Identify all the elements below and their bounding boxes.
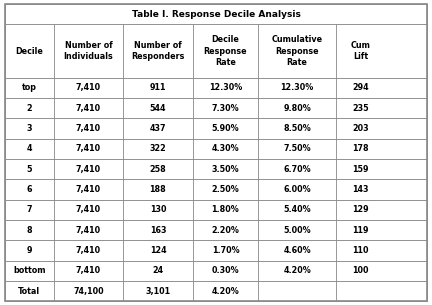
Text: 0.30%: 0.30% xyxy=(212,266,239,275)
Text: 235: 235 xyxy=(352,104,369,113)
Bar xyxy=(5,220,427,240)
Text: 24: 24 xyxy=(152,266,164,275)
Bar xyxy=(5,200,427,220)
Text: top: top xyxy=(22,84,37,92)
Text: 1.70%: 1.70% xyxy=(212,246,239,255)
Text: Table I. Response Decile Analysis: Table I. Response Decile Analysis xyxy=(132,9,300,19)
Text: 129: 129 xyxy=(352,205,369,214)
Text: 5.00%: 5.00% xyxy=(283,226,311,235)
Text: Decile
Response
Rate: Decile Response Rate xyxy=(203,35,247,67)
Text: 203: 203 xyxy=(352,124,369,133)
Text: 3: 3 xyxy=(27,124,32,133)
Text: 7,410: 7,410 xyxy=(76,124,101,133)
Text: 7,410: 7,410 xyxy=(76,144,101,153)
Text: 7,410: 7,410 xyxy=(76,266,101,275)
Text: 7,410: 7,410 xyxy=(76,226,101,235)
Text: Total: Total xyxy=(19,287,41,296)
Bar xyxy=(5,118,427,139)
Text: 124: 124 xyxy=(150,246,166,255)
Bar xyxy=(5,179,427,200)
Text: Cumulative
Response
Rate: Cumulative Response Rate xyxy=(272,35,323,67)
Text: 5: 5 xyxy=(27,165,32,174)
Text: 188: 188 xyxy=(149,185,166,194)
Text: Decile: Decile xyxy=(16,47,43,56)
Bar xyxy=(5,4,427,24)
Text: 1.80%: 1.80% xyxy=(212,205,239,214)
Text: bottom: bottom xyxy=(13,266,46,275)
Bar xyxy=(5,240,427,261)
Text: 7,410: 7,410 xyxy=(76,205,101,214)
Bar xyxy=(5,281,427,301)
Text: 7.50%: 7.50% xyxy=(283,144,311,153)
Text: Cum
Lift: Cum Lift xyxy=(350,41,370,61)
Text: 258: 258 xyxy=(149,165,166,174)
Bar xyxy=(5,261,427,281)
Text: 163: 163 xyxy=(150,226,166,235)
Bar xyxy=(5,98,427,118)
Text: Number of
Individuals: Number of Individuals xyxy=(64,41,113,61)
Text: 12.30%: 12.30% xyxy=(280,84,314,92)
Text: 130: 130 xyxy=(150,205,166,214)
Text: 5.90%: 5.90% xyxy=(212,124,239,133)
Text: 110: 110 xyxy=(352,246,368,255)
Text: 143: 143 xyxy=(352,185,368,194)
Text: 12.30%: 12.30% xyxy=(209,84,242,92)
Text: 544: 544 xyxy=(150,104,166,113)
Text: 100: 100 xyxy=(352,266,368,275)
Text: 7,410: 7,410 xyxy=(76,185,101,194)
Text: 437: 437 xyxy=(150,124,166,133)
Text: 4.20%: 4.20% xyxy=(212,287,239,296)
Text: 4.60%: 4.60% xyxy=(283,246,311,255)
Text: 294: 294 xyxy=(352,84,369,92)
Text: 159: 159 xyxy=(352,165,368,174)
Text: 178: 178 xyxy=(352,144,369,153)
Text: 6.70%: 6.70% xyxy=(283,165,311,174)
Text: 4: 4 xyxy=(27,144,32,153)
Text: Number of
Responders: Number of Responders xyxy=(131,41,185,61)
Bar xyxy=(5,139,427,159)
Bar xyxy=(5,24,427,78)
Text: 4.20%: 4.20% xyxy=(283,266,311,275)
Text: 7,410: 7,410 xyxy=(76,246,101,255)
Text: 6: 6 xyxy=(27,185,32,194)
Text: 7.30%: 7.30% xyxy=(212,104,239,113)
Text: 9: 9 xyxy=(27,246,32,255)
Text: 9.80%: 9.80% xyxy=(283,104,311,113)
Bar xyxy=(5,159,427,179)
Text: 3,101: 3,101 xyxy=(146,287,171,296)
Text: 2: 2 xyxy=(27,104,32,113)
Text: 8.50%: 8.50% xyxy=(283,124,311,133)
Text: 119: 119 xyxy=(352,226,368,235)
Text: 911: 911 xyxy=(150,84,166,92)
Text: 6.00%: 6.00% xyxy=(283,185,311,194)
Text: 5.40%: 5.40% xyxy=(283,205,311,214)
Text: 8: 8 xyxy=(27,226,32,235)
Text: 322: 322 xyxy=(149,144,166,153)
Text: 2.50%: 2.50% xyxy=(212,185,239,194)
Text: 3.50%: 3.50% xyxy=(212,165,239,174)
Text: 7,410: 7,410 xyxy=(76,165,101,174)
Text: 7,410: 7,410 xyxy=(76,84,101,92)
Text: 2.20%: 2.20% xyxy=(212,226,239,235)
Bar xyxy=(5,78,427,98)
Text: 7,410: 7,410 xyxy=(76,104,101,113)
Text: 7: 7 xyxy=(27,205,32,214)
Text: 74,100: 74,100 xyxy=(73,287,104,296)
Text: 4.30%: 4.30% xyxy=(212,144,239,153)
